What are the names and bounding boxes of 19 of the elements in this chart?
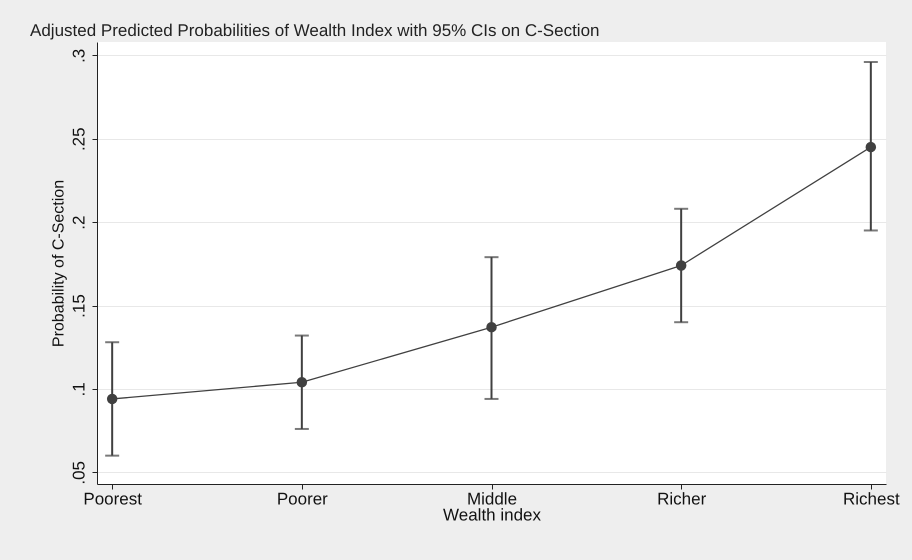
y-tick-label: .3 (70, 48, 88, 63)
x-tick-label: Poorer (276, 490, 328, 508)
y-axis-title: Probability of C-Section (50, 180, 68, 348)
chart-title: Adjusted Predicted Probabilities of Wealth Index with 95% CIs on C-Section (30, 21, 600, 40)
x-tick-label: Richer (657, 490, 707, 508)
y-tick-label: .15 (70, 294, 88, 318)
y-tick-label: .25 (70, 127, 88, 152)
y-tick-label: .05 (70, 461, 88, 485)
x-tick-label: Poorest (83, 490, 142, 508)
point (296, 377, 308, 388)
point (106, 394, 118, 404)
x-tick-label: Richest (842, 490, 900, 508)
point (676, 260, 686, 271)
point (486, 322, 497, 332)
x-axis-title: Wealth index (443, 506, 542, 524)
y-tick-label: .2 (70, 216, 88, 230)
y-tick-label: .1 (70, 382, 88, 397)
x-tick-label: Middle (466, 490, 518, 508)
point (866, 142, 876, 152)
